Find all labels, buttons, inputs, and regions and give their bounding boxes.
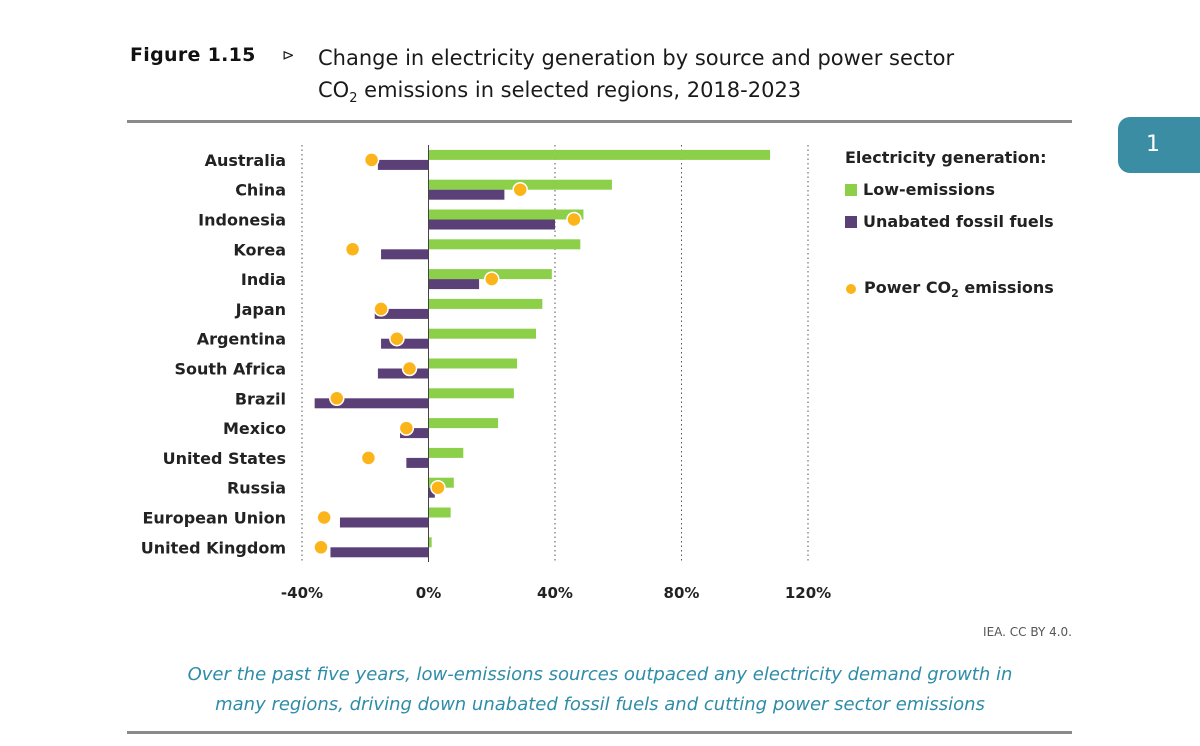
fossil-fuels-bar: [381, 338, 429, 349]
co2-emissions-point: [316, 509, 332, 526]
co2-emissions-point: [329, 390, 345, 407]
category-label: Mexico: [223, 419, 286, 438]
x-tick-label: 80%: [664, 584, 700, 602]
low-emissions-bar: [428, 507, 451, 518]
co2-emissions-point: [373, 301, 389, 317]
category-label: United States: [163, 449, 286, 468]
caption-line1: Over the past five years, low-emissions …: [187, 664, 1013, 685]
co2-emissions-point: [512, 181, 528, 198]
fossil-fuels-bar: [428, 219, 555, 230]
category-label: Korea: [233, 240, 286, 259]
title-co2-subscript: 2: [349, 91, 358, 107]
co2-emissions-point: [344, 241, 361, 258]
low-emissions-bar: [428, 447, 464, 458]
legend-item-co2: Power CO2 emissions: [845, 278, 1054, 300]
title-co: CO: [318, 78, 350, 102]
low-emissions-bar: [428, 298, 543, 309]
legend-swatch-purple: [845, 215, 857, 228]
low-emissions-bar: [428, 209, 584, 220]
fossil-fuels-bar: [428, 279, 480, 290]
legend-swatch-green: [845, 183, 857, 196]
fossil-fuels-bar: [377, 368, 429, 379]
x-tick-label: 0%: [416, 584, 441, 602]
figure-label: Figure 1.15: [130, 44, 256, 66]
fossil-fuels-bar: [381, 249, 429, 260]
caption-line2: many regions, driving down unabated foss…: [215, 694, 985, 715]
legend-title: Electricity generation:: [845, 148, 1047, 167]
category-label: China: [235, 181, 286, 200]
legend-label: Low-emissions: [863, 180, 996, 199]
legend-co2-post: emissions: [958, 278, 1054, 297]
category-label: South Africa: [174, 360, 286, 379]
fossil-fuels-bar: [406, 457, 429, 468]
category-label: Russia: [227, 479, 286, 498]
bottom-rule: [127, 731, 1072, 734]
co2-emissions-point: [401, 360, 418, 377]
fossil-fuels-bar: [400, 428, 429, 439]
top-rule: [127, 120, 1072, 123]
figure-arrow-icon: ⊳: [282, 46, 295, 64]
category-label: Brazil: [235, 389, 286, 408]
category-label: India: [241, 270, 286, 289]
legend-co2-sub: 2: [951, 287, 959, 301]
fossil-fuels-bar: [377, 159, 429, 170]
co2-emissions-point: [430, 479, 446, 496]
co2-emissions-point: [484, 271, 500, 287]
co2-emissions-point: [566, 211, 582, 228]
low-emissions-bar: [428, 537, 432, 548]
low-emissions-bar: [428, 388, 514, 399]
co2-emissions-point: [363, 152, 380, 168]
title-rest: emissions in selected regions, 2018-2023: [357, 78, 802, 102]
legend-co2-pre: Power CO: [864, 278, 952, 297]
co2-emissions-point: [389, 330, 405, 347]
figure-title-line1: Change in electricity generation by sour…: [318, 46, 955, 70]
fossil-fuels-bar: [314, 398, 429, 409]
category-label: Indonesia: [198, 211, 286, 230]
source-note: IEA. CC BY 4.0.: [983, 625, 1072, 639]
chapter-tab[interactable]: 1: [1118, 117, 1200, 173]
legend-label: Unabated fossil fuels: [863, 212, 1054, 231]
fossil-fuels-bar: [330, 547, 429, 558]
category-label: United Kingdom: [141, 538, 286, 557]
category-label: Japan: [235, 300, 286, 319]
low-emissions-bar: [428, 239, 581, 250]
legend-item-low-emissions: Low-emissions: [845, 180, 995, 199]
fossil-fuels-bar: [374, 308, 429, 319]
co2-emissions-point: [313, 539, 329, 556]
caption: Over the past five years, low-emissions …: [110, 660, 1090, 720]
figure-title: Change in electricity generation by sour…: [318, 42, 1078, 115]
fossil-fuels-bar: [339, 517, 429, 528]
legend-label: Power CO2 emissions: [864, 278, 1054, 300]
category-label: Argentina: [197, 330, 286, 349]
category-label: Australia: [205, 151, 286, 170]
legend-dot-orange: [846, 284, 856, 295]
figure-title-line2: CO2 emissions in selected regions, 2018-…: [318, 74, 1078, 115]
x-tick-label: 120%: [785, 584, 831, 602]
fossil-fuels-bar: [428, 487, 435, 498]
co2-emissions-point: [398, 420, 415, 436]
fossil-fuels-bar: [428, 189, 505, 200]
legend-item-fossil: Unabated fossil fuels: [845, 212, 1054, 231]
x-tick-label: -40%: [281, 584, 323, 602]
low-emissions-bar: [428, 149, 771, 160]
low-emissions-bar: [428, 328, 537, 339]
low-emissions-bar: [428, 418, 499, 429]
low-emissions-bar: [428, 358, 518, 369]
co2-emissions-point: [360, 450, 377, 466]
x-tick-label: 40%: [537, 584, 573, 602]
category-label: European Union: [142, 509, 286, 528]
